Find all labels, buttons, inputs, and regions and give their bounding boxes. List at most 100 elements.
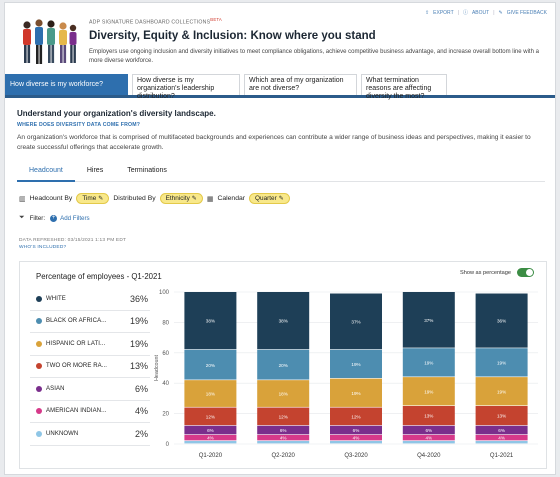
top-links-separator: | [457, 9, 459, 16]
bar-segment [475, 440, 528, 444]
legend-name: ASIAN [46, 385, 65, 392]
question-tabs: How diverse is my workforce? How diverse… [5, 74, 555, 100]
headcount-by-value: Time [82, 195, 97, 202]
legend-item[interactable]: BLACK OR AFRICA... 19% [30, 311, 150, 333]
export-icon: ⇪ [424, 9, 430, 16]
bar-segment [257, 380, 310, 407]
bar-segment [184, 349, 237, 380]
bar-data-label: 19% [351, 391, 360, 396]
y-tick-label: 60 [162, 351, 169, 357]
stacked-bar-plot: 0 20 40 60 80 100 Headcount 4% 6% 12% 18% 20% 38% Q1-… [150, 284, 542, 470]
y-tick-label: 80 [162, 320, 169, 326]
about-link[interactable]: ABOUT [471, 9, 490, 16]
tab-leadership[interactable]: How diverse is my organization's leaders… [132, 74, 240, 100]
feedback-link[interactable]: GIVE FEEDBACK [506, 9, 547, 16]
add-filters-button[interactable]: + Add Filters [50, 214, 90, 222]
legend-item[interactable]: TWO OR MORE RA... 13% [30, 356, 150, 378]
calendar-selector[interactable]: Quarter ✎ [249, 193, 290, 204]
bar-data-label: 19% [351, 362, 360, 367]
bar-segment [475, 293, 528, 348]
tab-workforce[interactable]: How diverse is my workforce? [5, 74, 128, 95]
beta-badge: BETA [210, 17, 222, 22]
pencil-icon: ✎ [278, 196, 284, 202]
y-tick-label: 20 [162, 412, 169, 418]
subtab-terminations[interactable]: Terminations [127, 167, 167, 174]
bar-data-label: 37% [424, 318, 433, 323]
distributed-by-selector[interactable]: Ethnicity ✎ [159, 193, 203, 204]
bar-segment [402, 440, 455, 444]
filter-label: Filter: [29, 214, 46, 222]
toggle-knob [526, 269, 533, 276]
bar-segment [184, 292, 237, 350]
bar-data-label: 12% [279, 414, 288, 419]
bar-segment [257, 292, 310, 350]
calendar-icon: ▦ [206, 195, 214, 203]
calendar-label: Calendar [217, 195, 246, 202]
subtab-hires[interactable]: Hires [86, 167, 104, 174]
pencil-icon: ✎ [98, 196, 104, 202]
x-tick-label: Q2-2020 [272, 453, 296, 459]
whos-included-link[interactable]: WHO'S INCLUDED? [19, 245, 67, 250]
legend-item[interactable]: UNKNOWN 2% [30, 423, 150, 446]
page-description: Employers use ongoing inclusion and dive… [89, 49, 539, 64]
bar-data-label: 12% [206, 414, 215, 419]
bar-segment [330, 349, 382, 379]
tab-termination-reasons[interactable]: What termination reasons are affecting d… [361, 74, 447, 100]
bar-data-label: 4% [498, 436, 505, 441]
section-intro: An organization's workforce that is comp… [17, 134, 531, 151]
bar-segment [184, 434, 237, 441]
export-link[interactable]: EXPORT [433, 9, 454, 16]
bar-segment [330, 407, 382, 426]
bar-data-label: 38% [206, 319, 215, 324]
bar-data-label: 19% [497, 360, 506, 365]
bar-data-label: 18% [279, 392, 288, 397]
bar-data-label: 6% [280, 428, 287, 433]
bar-segment [184, 407, 237, 426]
legend-item[interactable]: WHITE 36% [30, 288, 150, 311]
legend-item[interactable]: AMERICAN INDIAN... 4% [30, 401, 150, 423]
dashboard-header: ADP SIGNATURE DASHBOARD COLLECTIONSBETA … [13, 13, 553, 73]
headcount-by-selector[interactable]: Time ✎ [76, 193, 110, 204]
bar-data-label: 6% [425, 428, 432, 433]
bar-chart-icon: ▥ [19, 195, 26, 203]
legend-item[interactable]: ASIAN 6% [30, 378, 150, 401]
y-tick-label: 100 [159, 290, 170, 296]
legend-name: WHITE [46, 295, 66, 302]
bar-segment [475, 377, 528, 406]
y-tick-label: 0 [166, 442, 170, 448]
bar-segment [330, 440, 382, 444]
legend-swatch [36, 385, 42, 392]
bar-segment [257, 434, 310, 441]
filter-row: ⏷ Filter: + Add Filters [19, 214, 90, 222]
data-source-link[interactable]: WHERE DOES DIVERSITY DATA COME FROM? [17, 122, 141, 128]
bar-segment [475, 406, 528, 426]
bar-segment [402, 434, 455, 441]
tab-not-diverse-areas[interactable]: Which area of my organization are not di… [244, 74, 357, 95]
legend-swatch [36, 295, 42, 302]
info-icon: ⓘ [462, 10, 468, 16]
distributed-by-value: Ethnicity [165, 195, 190, 202]
x-tick-label: Q1-2021 [490, 453, 514, 459]
bar-segment [257, 425, 310, 435]
stacked-bar-chart: 0 20 40 60 80 100 Headcount 4% 6% 12% 18% 20% 38% Q1-… [154, 290, 538, 459]
legend-swatch [36, 318, 42, 325]
plus-icon: + [50, 214, 58, 222]
y-axis-label: Headcount [154, 354, 160, 381]
legend-item[interactable]: HISPANIC OR LATI... 19% [30, 333, 150, 356]
legend-name: UNKNOWN [46, 430, 79, 437]
bar-data-label: 19% [424, 360, 433, 365]
chart-title: Percentage of employees - Q1-2021 [36, 272, 162, 281]
bar-data-label: 38% [279, 319, 288, 324]
bar-data-label: 6% [207, 428, 214, 433]
percentage-toggle[interactable] [517, 268, 534, 277]
bar-segment [475, 425, 528, 435]
collection-name: ADP SIGNATURE DASHBOARD COLLECTIONS [89, 19, 211, 26]
bar-data-label: 18% [206, 392, 215, 397]
bar-segment [330, 378, 382, 407]
subtab-headcount[interactable]: Headcount [17, 163, 75, 182]
legend-swatch [36, 430, 42, 437]
bar-segment [257, 407, 310, 426]
chart-legend: WHITE 36% BLACK OR AFRICA... 19% HISPANI… [30, 288, 150, 446]
distributed-by-label: Distributed By [113, 195, 156, 202]
percentage-toggle-label: Show as percentage [460, 269, 511, 276]
